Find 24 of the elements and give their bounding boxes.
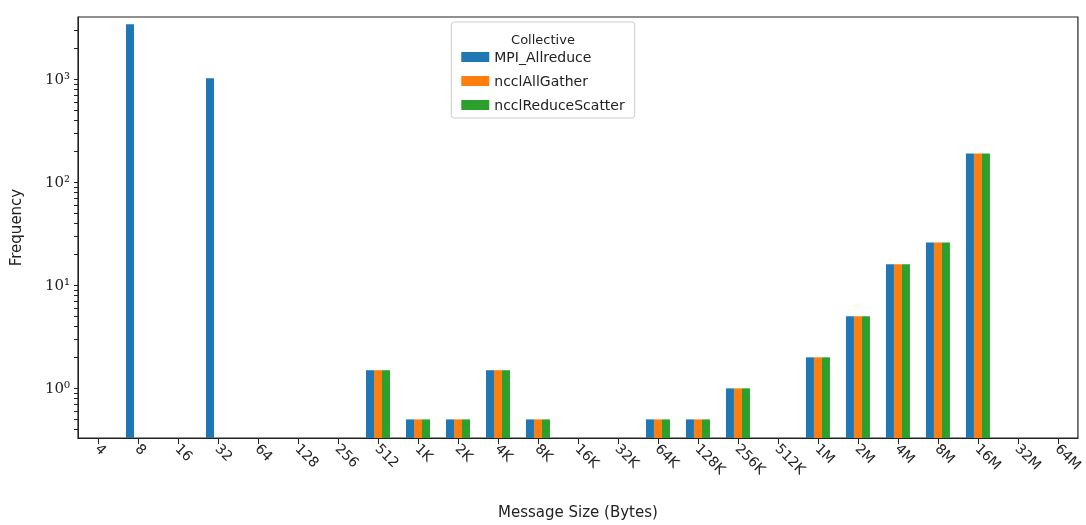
x-tick-label: 64 bbox=[252, 440, 277, 465]
legend-label: ncclAllGather bbox=[494, 73, 589, 89]
x-tick-label: 1M bbox=[812, 440, 839, 467]
legend-title: Collective bbox=[511, 32, 575, 47]
y-tick-label: 10⁰ bbox=[44, 379, 70, 398]
legend-label: ncclReduceScatter bbox=[494, 97, 625, 113]
x-tick-label: 2M bbox=[852, 440, 879, 467]
y-axis-title: Frequency bbox=[6, 188, 25, 267]
y-tick-label: 10² bbox=[44, 173, 70, 192]
x-axis-title: Message Size (Bytes) bbox=[498, 502, 658, 521]
x-tick-label: 4M bbox=[892, 440, 919, 467]
x-tick-label: 4K bbox=[492, 440, 517, 466]
x-tick-label: 128 bbox=[292, 440, 323, 471]
x-tick-label: 32 bbox=[212, 440, 237, 465]
y-tick-label: 10³ bbox=[44, 70, 70, 89]
legend-label: MPI_Allreduce bbox=[494, 49, 592, 65]
x-tick-label: 4 bbox=[92, 440, 111, 459]
x-tick-label: 2K bbox=[452, 440, 477, 466]
x-tick-label: 8K bbox=[532, 440, 557, 466]
x-tick-label: 1K bbox=[412, 440, 437, 466]
x-tick-label: 16 bbox=[172, 440, 197, 465]
y-tick-label: 10¹ bbox=[44, 276, 70, 295]
x-tick-label: 8M bbox=[932, 440, 959, 467]
x-tick-label: 8 bbox=[132, 440, 150, 458]
